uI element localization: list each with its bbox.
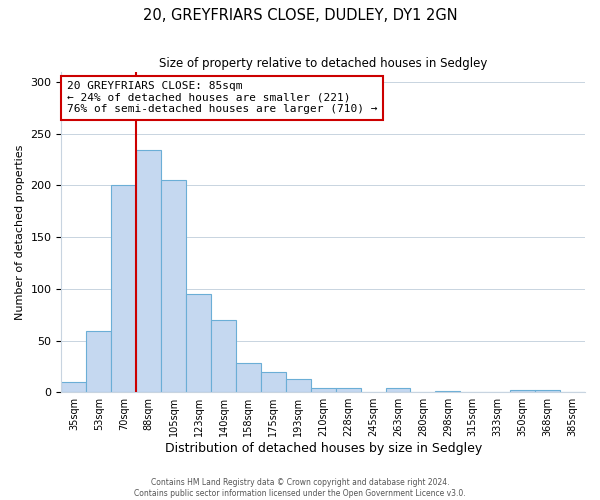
Bar [286, 379, 311, 392]
Bar [436, 391, 460, 392]
Bar [211, 320, 236, 392]
Bar [510, 390, 535, 392]
Bar [335, 388, 361, 392]
Bar [136, 150, 161, 392]
X-axis label: Distribution of detached houses by size in Sedgley: Distribution of detached houses by size … [164, 442, 482, 455]
Bar [535, 390, 560, 392]
Title: Size of property relative to detached houses in Sedgley: Size of property relative to detached ho… [159, 58, 487, 70]
Bar [161, 180, 186, 392]
Bar [386, 388, 410, 392]
Text: Contains HM Land Registry data © Crown copyright and database right 2024.
Contai: Contains HM Land Registry data © Crown c… [134, 478, 466, 498]
Bar [86, 331, 111, 392]
Y-axis label: Number of detached properties: Number of detached properties [15, 144, 25, 320]
Bar [186, 294, 211, 392]
Bar [111, 186, 136, 392]
Bar [261, 372, 286, 392]
Bar [311, 388, 335, 392]
Bar [236, 364, 261, 392]
Text: 20 GREYFRIARS CLOSE: 85sqm
← 24% of detached houses are smaller (221)
76% of sem: 20 GREYFRIARS CLOSE: 85sqm ← 24% of deta… [67, 82, 377, 114]
Bar [61, 382, 86, 392]
Text: 20, GREYFRIARS CLOSE, DUDLEY, DY1 2GN: 20, GREYFRIARS CLOSE, DUDLEY, DY1 2GN [143, 8, 457, 22]
